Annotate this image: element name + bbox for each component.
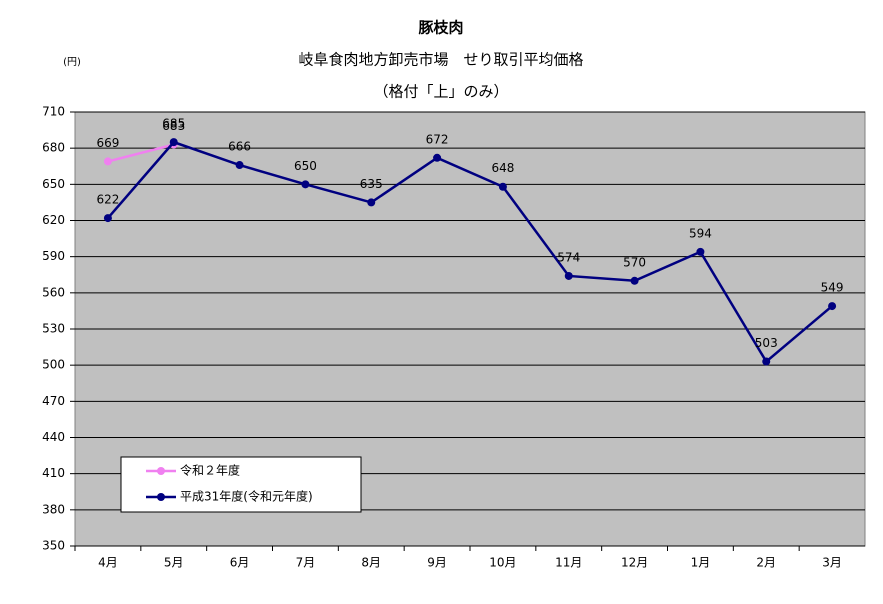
data-point xyxy=(367,198,376,207)
data-point xyxy=(169,138,178,147)
y-tick-label: 410 xyxy=(42,466,65,480)
data-label: 666 xyxy=(228,140,251,154)
chart-subtitle: （格付「上」のみ） xyxy=(373,83,508,101)
data-label: 622 xyxy=(96,193,119,207)
legend-label: 平成31年度(令和元年度) xyxy=(180,489,313,504)
data-point xyxy=(433,153,442,162)
data-label: 503 xyxy=(755,336,778,350)
data-label: 635 xyxy=(360,177,383,191)
x-tick-label: 7月 xyxy=(296,556,316,570)
data-point xyxy=(301,180,310,189)
x-tick-label: 8月 xyxy=(361,556,381,570)
y-tick-label: 680 xyxy=(42,141,65,155)
y-tick-label: 530 xyxy=(42,322,65,336)
data-label: 683 xyxy=(162,119,185,133)
data-label: 685 xyxy=(162,117,185,131)
x-tick-label: 5月 xyxy=(164,556,184,570)
data-label: 594 xyxy=(689,226,712,240)
legend-swatch xyxy=(157,467,165,475)
y-tick-label: 650 xyxy=(42,177,65,191)
data-point xyxy=(103,157,112,166)
data-label: 570 xyxy=(623,255,646,269)
y-tick-label: 440 xyxy=(42,430,65,444)
data-label: 672 xyxy=(426,132,449,146)
y-tick-label: 560 xyxy=(42,285,65,299)
x-tick-label: 11月 xyxy=(555,556,582,570)
y-tick-label: 620 xyxy=(42,213,65,227)
y-axis-label: (円) xyxy=(63,57,81,68)
legend-box xyxy=(120,456,362,513)
data-point xyxy=(235,161,244,170)
chart-title: 豚枝肉 xyxy=(418,19,463,37)
x-tick-label: 12月 xyxy=(621,556,648,570)
data-label: 574 xyxy=(557,250,580,264)
data-point xyxy=(564,271,573,280)
x-tick-label: 1月 xyxy=(691,556,711,570)
x-tick-label: 4月 xyxy=(98,556,118,570)
y-tick-label: 380 xyxy=(42,502,65,516)
legend-label: 令和２年度 xyxy=(180,463,240,478)
x-tick-label: 9月 xyxy=(427,556,447,570)
series-line xyxy=(106,140,833,364)
y-tick-label: 710 xyxy=(42,105,65,119)
y-tick-label: 500 xyxy=(42,358,65,372)
x-tick-label: 3月 xyxy=(822,556,842,570)
data-point xyxy=(828,302,837,311)
legend-swatch xyxy=(157,493,165,501)
x-tick-label: 2月 xyxy=(756,556,776,570)
data-label: 549 xyxy=(821,281,844,295)
data-label: 648 xyxy=(491,161,514,175)
x-tick-label: 10月 xyxy=(489,556,516,570)
y-tick-label: 470 xyxy=(42,394,65,408)
data-label: 650 xyxy=(294,159,317,173)
data-point xyxy=(630,276,639,285)
data-point xyxy=(498,182,507,191)
y-tick-label: 350 xyxy=(42,539,65,553)
y-tick-label: 590 xyxy=(42,249,65,263)
data-label: 669 xyxy=(96,136,119,150)
data-point xyxy=(696,247,705,256)
chart-subtitle: 岐阜食肉地方卸売市場 せり取引平均価格 xyxy=(298,51,583,69)
data-point xyxy=(762,357,771,366)
series-line xyxy=(107,143,175,163)
data-point xyxy=(103,214,112,223)
x-tick-label: 6月 xyxy=(230,556,250,570)
